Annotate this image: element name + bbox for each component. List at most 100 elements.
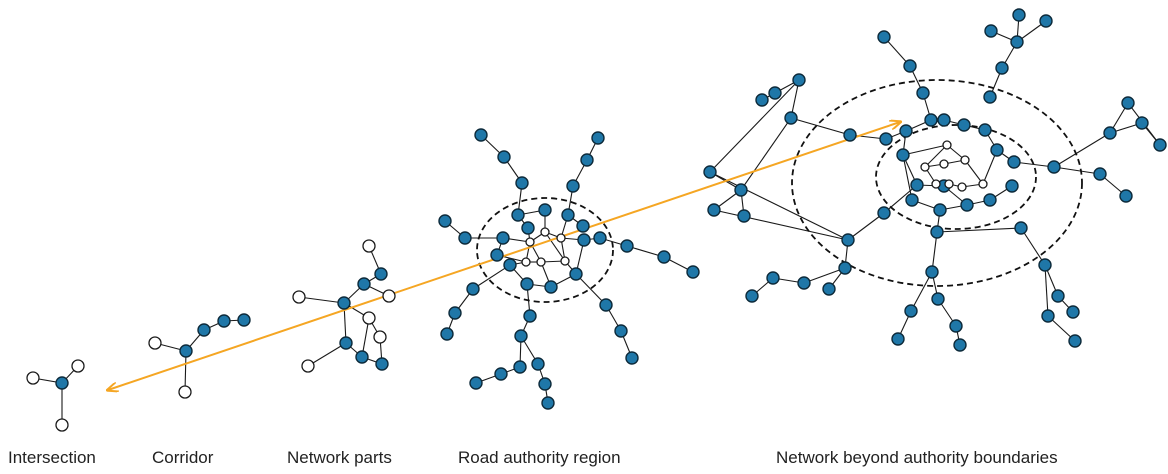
- beyond-empty-node: [957, 182, 967, 192]
- beyond-node: [983, 193, 997, 207]
- corridor-node: [217, 314, 231, 328]
- beyond-edge: [713, 209, 849, 241]
- region-node: [511, 208, 525, 222]
- beyond-node: [896, 148, 910, 162]
- beyond-node: [1005, 179, 1019, 193]
- beyond-empty-node: [960, 155, 970, 165]
- beyond-node: [1012, 8, 1026, 22]
- beyond-node: [1047, 160, 1061, 174]
- intersection-node: [55, 376, 69, 390]
- region-node: [521, 221, 535, 235]
- beyond-edge: [924, 144, 948, 168]
- region-node: [625, 351, 639, 365]
- parts-empty-node: [362, 311, 376, 325]
- intersection-empty-node: [55, 418, 69, 432]
- label-corridor: Corridor: [152, 448, 214, 467]
- beyond-empty-node: [978, 179, 988, 189]
- region-node: [496, 231, 510, 245]
- label-network-parts: Network parts: [287, 448, 392, 467]
- beyond-edge: [910, 271, 933, 312]
- beyond-node: [822, 282, 836, 296]
- network-edges: [32, 14, 1161, 425]
- beyond-node: [734, 183, 748, 197]
- beyond-edge: [1044, 264, 1049, 317]
- beyond-node: [1153, 138, 1167, 152]
- beyond-node: [797, 276, 811, 290]
- label-intersection: Intersection: [8, 448, 96, 467]
- beyond-node: [1039, 14, 1053, 28]
- beyond-node: [904, 304, 918, 318]
- beyond-node: [768, 86, 782, 100]
- beyond-node: [784, 111, 798, 125]
- beyond-node: [1121, 96, 1135, 110]
- beyond-edge: [931, 231, 938, 273]
- region-node: [448, 306, 462, 320]
- region-node: [538, 203, 552, 217]
- beyond-edge: [709, 171, 849, 241]
- beyond-edge: [936, 227, 1022, 233]
- parts-node: [355, 350, 369, 364]
- region-empty-node: [556, 233, 566, 243]
- region-empty-node: [560, 256, 570, 266]
- intersection-empty-node: [26, 371, 40, 385]
- region-node: [686, 265, 700, 279]
- beyond-node: [879, 132, 893, 146]
- beyond-node: [1007, 155, 1021, 169]
- region-node: [503, 258, 517, 272]
- region-node: [438, 214, 452, 228]
- beyond-node: [703, 165, 717, 179]
- beyond-node: [877, 30, 891, 44]
- corridor-node: [197, 323, 211, 337]
- beyond-node: [1066, 305, 1080, 319]
- beyond-node: [755, 93, 769, 107]
- parts-empty-node: [301, 359, 315, 373]
- region-node: [657, 250, 671, 264]
- beyond-node: [933, 203, 947, 217]
- region-node: [561, 208, 575, 222]
- beyond-node: [1038, 258, 1052, 272]
- beyond-node: [931, 292, 945, 306]
- region-empty-node: [521, 257, 531, 267]
- beyond-node: [937, 113, 951, 127]
- region-empty-node: [525, 237, 535, 247]
- beyond-node: [1103, 126, 1117, 140]
- intersection-empty-node: [71, 359, 85, 373]
- beyond-node: [957, 118, 971, 132]
- beyond-node: [960, 198, 974, 212]
- beyond-node: [841, 233, 855, 247]
- region-node: [599, 298, 613, 312]
- parts-empty-node: [373, 330, 387, 344]
- region-node: [577, 233, 591, 247]
- beyond-node: [1119, 189, 1133, 203]
- beyond-empty-node: [939, 159, 949, 169]
- corridor-node: [237, 313, 251, 327]
- region-node: [440, 327, 454, 341]
- beyond-node: [1093, 167, 1107, 181]
- label-network-beyond: Network beyond authority boundaries: [776, 448, 1058, 467]
- region-node: [538, 377, 552, 391]
- region-node: [469, 376, 483, 390]
- region-node: [520, 277, 534, 291]
- beyond-edge: [847, 212, 885, 241]
- region-node: [569, 267, 583, 281]
- region-node: [576, 219, 590, 233]
- region-node: [494, 367, 508, 381]
- scale-arrow: [108, 122, 900, 390]
- beyond-empty-node: [944, 179, 954, 189]
- beyond-node: [838, 261, 852, 275]
- beyond-empty-node: [942, 140, 952, 150]
- beyond-node: [877, 206, 891, 220]
- beyond-node: [1010, 35, 1024, 49]
- beyond-node: [891, 332, 905, 346]
- beyond-node: [1041, 309, 1055, 323]
- parts-node: [374, 267, 388, 281]
- parts-empty-node: [292, 290, 306, 304]
- region-node: [497, 150, 511, 164]
- region-node: [593, 231, 607, 245]
- region-empty-node: [536, 257, 546, 267]
- region-node: [490, 248, 504, 262]
- corridor-empty-node: [178, 385, 192, 399]
- beyond-edge: [964, 159, 984, 185]
- region-node: [514, 329, 528, 343]
- beyond-edge: [1053, 166, 1101, 175]
